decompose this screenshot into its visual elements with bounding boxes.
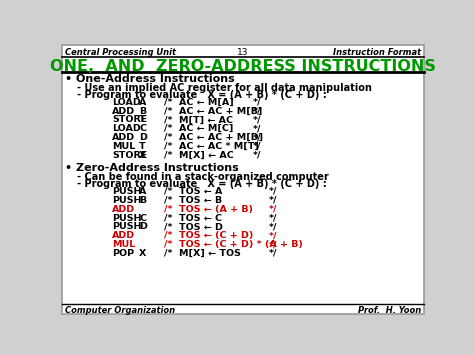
Text: /*  TOS ← C: /* TOS ← C bbox=[164, 214, 222, 223]
Text: - Use an implied AC register for all data manipulation: - Use an implied AC register for all dat… bbox=[67, 83, 372, 93]
Text: 13: 13 bbox=[237, 48, 249, 57]
Text: /*  AC ← AC + M[B]: /* AC ← AC + M[B] bbox=[164, 106, 262, 115]
Text: T: T bbox=[139, 115, 146, 124]
Text: • One-Address Instructions: • One-Address Instructions bbox=[64, 74, 235, 84]
Text: MUL: MUL bbox=[112, 142, 135, 151]
Text: PUSH: PUSH bbox=[112, 214, 141, 223]
Text: /*  AC ← AC + M[D]: /* AC ← AC + M[D] bbox=[164, 133, 263, 142]
Text: PUSH: PUSH bbox=[112, 222, 141, 231]
Text: */: */ bbox=[268, 222, 277, 231]
Text: A: A bbox=[139, 187, 146, 196]
Text: */: */ bbox=[253, 115, 262, 124]
Text: Instruction Format: Instruction Format bbox=[333, 48, 421, 57]
Text: LOAD: LOAD bbox=[112, 124, 141, 133]
Text: */: */ bbox=[268, 214, 277, 223]
Text: /*  M[X] ← AC: /* M[X] ← AC bbox=[164, 151, 234, 160]
Text: */: */ bbox=[268, 187, 277, 196]
Text: C: C bbox=[139, 214, 146, 223]
Text: • Zero-Address Instructions: • Zero-Address Instructions bbox=[64, 164, 238, 174]
Text: ONE,  AND  ZERO-ADDRESS INSTRUCTIONS: ONE, AND ZERO-ADDRESS INSTRUCTIONS bbox=[50, 59, 436, 74]
Text: LOAD: LOAD bbox=[112, 98, 141, 106]
Text: X: X bbox=[139, 249, 146, 258]
Text: /*  TOS ← A: /* TOS ← A bbox=[164, 187, 222, 196]
Text: /*  AC ← AC * M[T]: /* AC ← AC * M[T] bbox=[164, 142, 259, 151]
Text: - Program to evaluate   X = (A + B) * (C + D) :: - Program to evaluate X = (A + B) * (C +… bbox=[67, 179, 327, 189]
Text: STORE: STORE bbox=[112, 115, 147, 124]
Text: - Program to evaluate   X = (A + B) * (C + D) :: - Program to evaluate X = (A + B) * (C +… bbox=[67, 90, 327, 100]
Text: POP: POP bbox=[112, 249, 134, 258]
Text: /*  TOS ← (A + B): /* TOS ← (A + B) bbox=[164, 205, 253, 214]
Text: */: */ bbox=[253, 106, 262, 115]
Text: /*  M[X] ← TOS: /* M[X] ← TOS bbox=[164, 249, 241, 258]
Text: PUSH: PUSH bbox=[112, 196, 141, 205]
Text: A: A bbox=[139, 98, 146, 106]
Text: /*  TOS ← D: /* TOS ← D bbox=[164, 222, 223, 231]
Text: /*  AC ← M[A]: /* AC ← M[A] bbox=[164, 98, 234, 106]
Text: */: */ bbox=[268, 231, 277, 240]
Text: C: C bbox=[139, 124, 146, 133]
Text: /*  TOS ← (C + D): /* TOS ← (C + D) bbox=[164, 231, 253, 240]
Text: /*  AC ← M[C]: /* AC ← M[C] bbox=[164, 124, 233, 133]
Text: */: */ bbox=[268, 240, 277, 249]
Text: */: */ bbox=[253, 151, 262, 160]
Text: /*  TOS ← B: /* TOS ← B bbox=[164, 196, 222, 205]
Text: ADD: ADD bbox=[112, 133, 135, 142]
Text: /*  M[T] ← AC: /* M[T] ← AC bbox=[164, 115, 233, 124]
Text: D: D bbox=[139, 222, 147, 231]
Text: */: */ bbox=[268, 196, 277, 205]
Text: D: D bbox=[139, 133, 147, 142]
Text: Central Processing Unit: Central Processing Unit bbox=[64, 48, 176, 57]
FancyBboxPatch shape bbox=[62, 45, 424, 313]
Text: T: T bbox=[139, 142, 146, 151]
Text: */: */ bbox=[253, 133, 262, 142]
Text: PUSH: PUSH bbox=[112, 187, 141, 196]
Text: ADD: ADD bbox=[112, 231, 135, 240]
Text: */: */ bbox=[268, 249, 277, 258]
Text: STORE: STORE bbox=[112, 151, 147, 160]
Text: X: X bbox=[139, 151, 146, 160]
Text: /*  TOS ← (C + D) * (A + B): /* TOS ← (C + D) * (A + B) bbox=[164, 240, 303, 249]
Text: B: B bbox=[139, 196, 146, 205]
Text: Prof.  H. Yoon: Prof. H. Yoon bbox=[358, 306, 421, 315]
Text: */: */ bbox=[268, 205, 277, 214]
Text: */: */ bbox=[253, 142, 262, 151]
Text: MUL: MUL bbox=[112, 240, 135, 249]
Text: ADD: ADD bbox=[112, 205, 135, 214]
Text: ADD: ADD bbox=[112, 106, 135, 115]
Text: - Can be found in a stack-organized computer: - Can be found in a stack-organized comp… bbox=[67, 172, 329, 182]
Text: */: */ bbox=[253, 124, 262, 133]
Text: */: */ bbox=[253, 98, 262, 106]
Text: B: B bbox=[139, 106, 146, 115]
Text: Computer Organization: Computer Organization bbox=[64, 306, 175, 315]
